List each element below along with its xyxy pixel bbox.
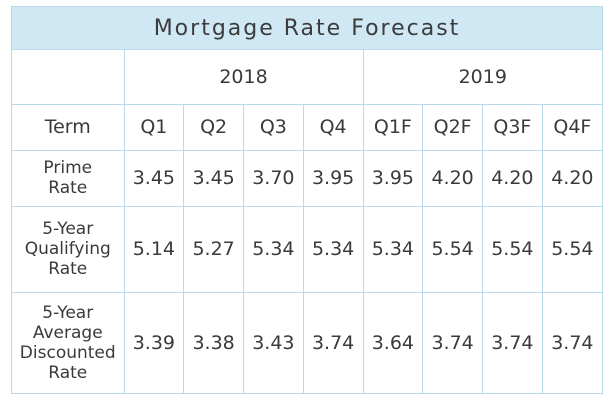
value-cell: 3.45 <box>183 149 244 207</box>
value-cell: 5.34 <box>362 205 424 293</box>
rate-forecast-table: 2018 2019 Term Q1 Q2 Q3 Q4 Q1F Q2F Q3F Q… <box>12 50 602 394</box>
empty-corner-cell <box>12 50 125 105</box>
value-cell: 3.70 <box>243 149 304 207</box>
value-cell: 5.54 <box>482 205 543 293</box>
value-cell: 3.74 <box>422 291 483 394</box>
column-header: Q4F <box>541 103 602 151</box>
column-header: Q4 <box>302 103 364 151</box>
value-cell: 3.74 <box>482 291 543 394</box>
column-header: Q2 <box>183 103 244 151</box>
value-cell: 5.27 <box>183 205 244 293</box>
value-cell: 3.45 <box>123 149 185 207</box>
row-label-line: Rate <box>48 178 88 198</box>
value-cell: 5.34 <box>302 205 364 293</box>
value-cell: 3.74 <box>302 291 364 394</box>
row-label-line: Prime <box>43 158 93 178</box>
value-cell: 4.20 <box>422 149 483 207</box>
value-cell: 4.20 <box>541 149 602 207</box>
value-cell: 5.54 <box>541 205 602 293</box>
row-label-line: Average <box>32 323 103 344</box>
value-cell: 3.95 <box>302 149 364 207</box>
table-row-5-year-average-discounted-rate: 5-Year Average Discounted Rate 3.39 3.38… <box>12 291 602 394</box>
year-2018-header: 2018 <box>123 50 364 105</box>
value-cell: 3.43 <box>243 291 304 394</box>
table-title: Mortgage Rate Forecast <box>12 7 602 50</box>
row-label-line: 5-Year <box>42 219 94 239</box>
row-label-line: 5-Year <box>42 303 94 324</box>
value-cell: 3.38 <box>183 291 244 394</box>
row-label-line: Rate <box>48 363 88 384</box>
value-cell: 3.74 <box>541 291 602 394</box>
year-header-row: 2018 2019 <box>12 50 602 105</box>
value-cell: 5.14 <box>123 205 185 293</box>
row-label: 5-Year Qualifying Rate <box>12 205 125 293</box>
row-label-line: Rate <box>48 259 88 279</box>
table-row-5-year-qualifying-rate: 5-Year Qualifying Rate 5.14 5.27 5.34 5.… <box>12 205 602 293</box>
value-cell: 5.54 <box>422 205 483 293</box>
value-cell: 5.34 <box>243 205 304 293</box>
term-header: Term <box>12 103 125 151</box>
value-cell: 3.64 <box>362 291 424 394</box>
column-header: Q2F <box>422 103 483 151</box>
value-cell: 3.39 <box>123 291 185 394</box>
column-header: Q1 <box>123 103 185 151</box>
quarter-header-row: Term Q1 Q2 Q3 Q4 Q1F Q2F Q3F Q4F <box>12 103 602 151</box>
row-label: Prime Rate <box>12 149 125 207</box>
rate-forecast-table-container: Mortgage Rate Forecast 2018 2019 Term Q1… <box>11 6 603 394</box>
row-label-line: Discounted <box>19 343 116 364</box>
table-row-prime-rate: Prime Rate 3.45 3.45 3.70 3.95 3.95 4.20… <box>12 149 602 207</box>
year-2019-header: 2019 <box>362 50 602 105</box>
value-cell: 3.95 <box>362 149 424 207</box>
row-label-line: Qualifying <box>24 239 111 259</box>
column-header: Q3F <box>482 103 543 151</box>
value-cell: 4.20 <box>482 149 543 207</box>
column-header: Q3 <box>243 103 304 151</box>
column-header: Q1F <box>362 103 424 151</box>
row-label: 5-Year Average Discounted Rate <box>12 291 125 394</box>
